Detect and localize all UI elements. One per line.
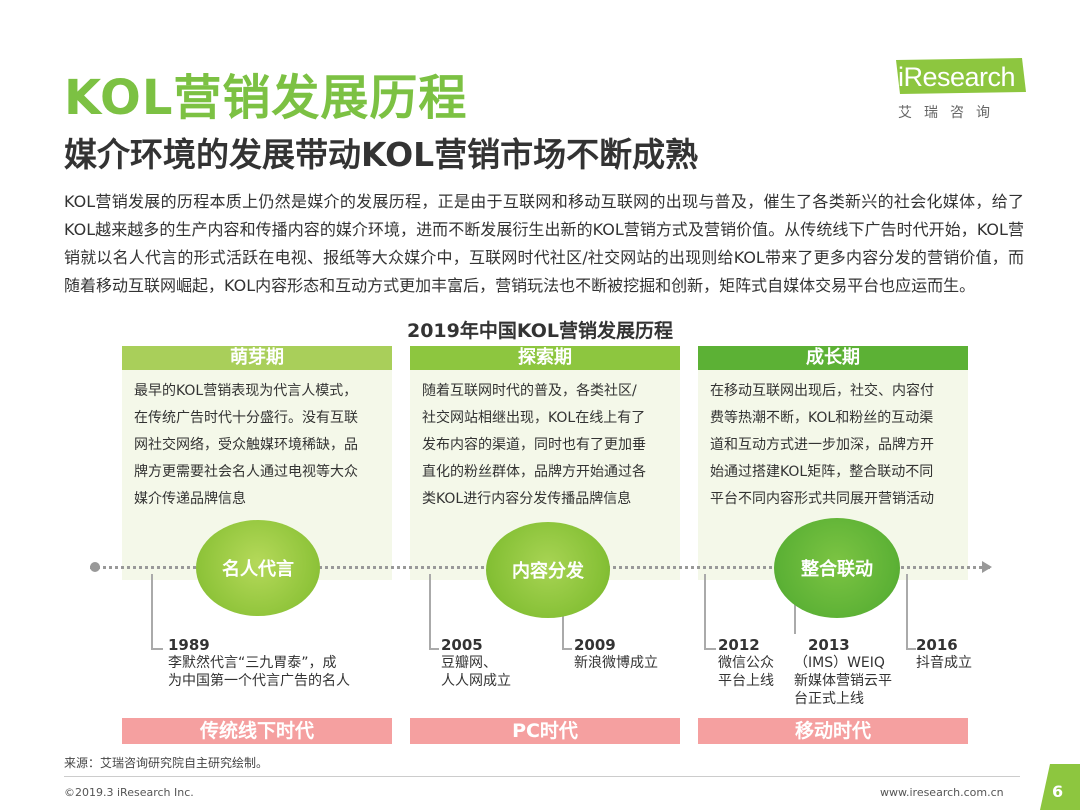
- bubble-celebrity-endorsement: 名人代言: [196, 520, 320, 616]
- phase-desc-line: 在传统广告时代十分盛行。没有互联: [134, 410, 358, 426]
- page-corner-icon: [1040, 764, 1080, 810]
- phase-desc-1: 最早的KOL营销表现为代言人模式， 在传统广告时代十分盛行。没有互联 网社交网络…: [134, 378, 394, 513]
- connector-2016-h: [906, 648, 916, 650]
- event-2016: 2016 抖音成立: [916, 636, 996, 672]
- event-year: 2005: [441, 636, 483, 654]
- event-line: （IMS）WEIQ: [794, 655, 885, 671]
- bubble-integrated-linkage: 整合联动: [774, 518, 900, 618]
- connector-2009-h: [562, 648, 572, 650]
- logo-banner-icon: [896, 58, 1026, 94]
- phase-header-2: 探索期: [410, 346, 680, 370]
- copyright: ©2019.3 iResearch Inc.: [64, 786, 194, 799]
- logo-subtitle: 艾瑞咨询: [898, 105, 1002, 121]
- phase-desc-line: 牌方更需要社会名人通过电视等大众: [134, 464, 358, 480]
- era-mobile: 移动时代: [698, 718, 968, 744]
- event-2009: 2009 新浪微博成立: [574, 636, 684, 672]
- event-1989: 1989 李默然代言“三九胃泰”，成 为中国第一个代言广告的名人: [168, 636, 398, 690]
- event-2012: 2012 微信公众 平台上线: [718, 636, 793, 690]
- phase-desc-3: 在移动互联网出现后，社交、内容付 费等热潮不断，KOL和粉丝的互动渠 道和互动方…: [710, 378, 972, 513]
- event-line: 微信公众: [718, 655, 774, 671]
- page-title: KOL营销发展历程: [64, 70, 468, 126]
- event-2005: 2005 豆瓣网、 人人网成立: [441, 636, 551, 690]
- event-line: 为中国第一个代言广告的名人: [168, 673, 350, 689]
- connector-1989-h: [151, 648, 163, 650]
- event-year: 2016: [916, 636, 958, 654]
- event-line: 新媒体营销云平: [794, 673, 892, 689]
- phase-header-1: 萌芽期: [122, 346, 392, 370]
- connector-2012-h: [704, 648, 716, 650]
- event-line: 台正式上线: [794, 691, 864, 707]
- phase-desc-line: 类KOL进行内容分发传播品牌信息: [422, 491, 632, 507]
- iresearch-logo: iResearch 艾瑞咨询: [890, 58, 1040, 126]
- event-year: 2009: [574, 636, 616, 654]
- phase-desc-line: 网社交网络，受众触媒环境稀缺，品: [134, 437, 358, 453]
- source-note: 来源：艾瑞咨询研究院自主研究绘制。: [64, 756, 269, 770]
- phase-desc-line: 发布内容的渠道，同时也有了更加垂: [422, 437, 646, 453]
- connector-2005: [429, 574, 431, 650]
- era-traditional: 传统线下时代: [122, 718, 392, 744]
- phase-desc-line: 平台不同内容形式共同展开营销活动: [710, 491, 934, 507]
- phase-desc-line: 社交网站相继出现，KOL在线上有了: [422, 410, 646, 426]
- footer-divider: [64, 776, 1020, 777]
- page-subtitle: 媒介环境的发展带动KOL营销市场不断成熟: [64, 135, 699, 174]
- connector-2016: [906, 574, 908, 650]
- event-line: 李默然代言“三九胃泰”，成: [168, 655, 337, 671]
- phase-desc-line: 费等热潮不断，KOL和粉丝的互动渠: [710, 410, 934, 426]
- chart-title: 2019年中国KOL营销发展历程: [406, 320, 673, 342]
- phase-desc-line: 在移动互联网出现后，社交、内容付: [710, 383, 934, 399]
- event-line: 平台上线: [718, 673, 774, 689]
- phase-desc-line: 始通过搭建KOL矩阵，整合联动不同: [710, 464, 934, 480]
- logo-name: iResearch: [898, 62, 1016, 92]
- connector-2005-h: [429, 648, 439, 650]
- connector-2012: [704, 574, 706, 650]
- event-year: 2013: [808, 636, 850, 654]
- timeline-start-dot: [90, 562, 100, 572]
- phase-desc-line: 随着互联网时代的普及，各类社区/: [422, 383, 637, 399]
- event-line: 人人网成立: [441, 673, 511, 689]
- event-year: 1989: [168, 636, 210, 654]
- timeline-arrow-icon: [982, 561, 992, 573]
- website-link: www.iresearch.com.cn: [880, 786, 1004, 799]
- connector-1989: [151, 574, 153, 650]
- phase-desc-2: 随着互联网时代的普及，各类社区/ 社交网站相继出现，KOL在线上有了 发布内容的…: [422, 378, 684, 513]
- phase-desc-line: 道和互动方式进一步加深，品牌方开: [710, 437, 934, 453]
- phase-desc-line: 最早的KOL营销表现为代言人模式，: [134, 383, 358, 399]
- phase-desc-line: 直化的粉丝群体，品牌方开始通过各: [422, 464, 646, 480]
- event-year: 2012: [718, 636, 760, 654]
- event-2013: 2013 （IMS）WEIQ 新媒体营销云平 台正式上线: [794, 636, 912, 708]
- event-line: 抖音成立: [916, 655, 972, 671]
- phase-header-3: 成长期: [698, 346, 968, 370]
- phase-desc-line: 媒介传递品牌信息: [134, 491, 246, 507]
- era-pc: PC时代: [410, 718, 680, 744]
- page-number: 6: [1052, 782, 1064, 801]
- event-line: 新浪微博成立: [574, 655, 658, 671]
- event-line: 豆瓣网、: [441, 655, 497, 671]
- intro-paragraph: KOL营销发展的历程本质上仍然是媒介的发展历程，正是由于互联网和移动互联网的出现…: [64, 192, 1024, 295]
- bubble-content-distribution: 内容分发: [486, 522, 610, 618]
